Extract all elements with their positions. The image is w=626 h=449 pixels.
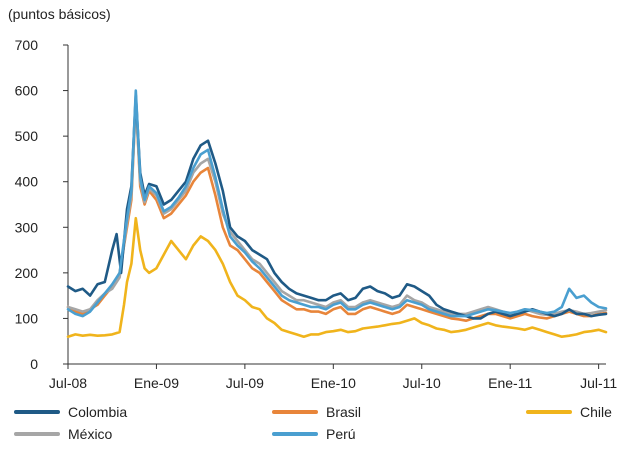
line-chart: 0 100 200 300 400 500 600 700 Jul-08 Ene-09 Jul-09… [15, 37, 618, 391]
y-tick-label: 600 [15, 83, 39, 99]
series-line-chile [66, 216, 608, 338]
chart-legend: Colombia Brasil Chile México Perú [0, 400, 626, 445]
chart-series [66, 89, 608, 338]
series-line-peru [66, 89, 608, 318]
series-line-brasil [66, 98, 608, 322]
x-tick-label: Jul-09 [226, 375, 264, 391]
legend-item-colombia: Colombia [14, 404, 127, 420]
legend-swatch-chile [526, 410, 572, 414]
x-tick-label: Ene-11 [488, 375, 532, 391]
x-tick-label: Ene-09 [134, 375, 179, 391]
legend-swatch-peru [272, 432, 318, 436]
y-tick-label: 700 [15, 37, 39, 53]
series-line-mexico [66, 98, 608, 317]
y-tick-label: 100 [15, 310, 39, 326]
legend-item-mexico: México [14, 426, 112, 442]
legend-label-peru: Perú [326, 426, 356, 442]
series-line-colombia [66, 93, 608, 320]
legend-swatch-brasil [272, 410, 318, 414]
legend-item-brasil: Brasil [272, 404, 361, 420]
x-tick-label: Ene-10 [311, 375, 356, 391]
legend-item-peru: Perú [272, 426, 356, 442]
y-tick-label: 300 [15, 219, 39, 235]
legend-label-colombia: Colombia [68, 404, 128, 420]
chart-axes: 0 100 200 300 400 500 600 700 Jul-08 Ene-09 Jul-09… [15, 37, 618, 391]
legend-item-chile: Chile [526, 404, 612, 420]
y-tick-label: 0 [30, 356, 38, 372]
legend-label-mexico: México [68, 426, 113, 442]
legend-label-brasil: Brasil [326, 404, 362, 420]
x-tick-label: Jul-11 [580, 375, 617, 391]
y-axis-unit-label: (puntos básicos) [8, 6, 111, 22]
x-tick-label: Jul-08 [49, 375, 87, 391]
y-tick-label: 400 [15, 174, 39, 190]
y-tick-label: 500 [15, 128, 39, 144]
y-tick-label: 200 [15, 265, 39, 281]
legend-swatch-colombia [14, 410, 60, 414]
legend-label-chile: Chile [580, 404, 612, 420]
x-tick-label: Jul-10 [403, 375, 441, 391]
legend-swatch-mexico [14, 432, 60, 436]
